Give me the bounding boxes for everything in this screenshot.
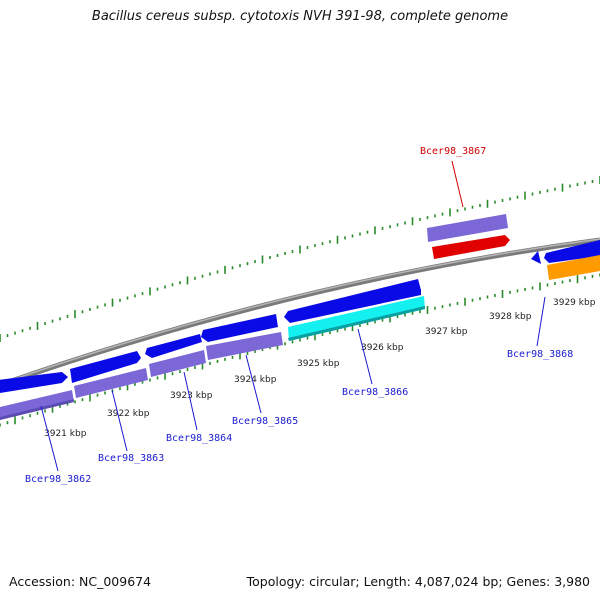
gene-label[interactable]: Bcer98_3868 [507, 349, 573, 360]
gene-label[interactable]: Bcer98_3867 [420, 146, 486, 157]
forward-strand-genes [0, 235, 600, 393]
gene-label[interactable]: Bcer98_3862 [25, 474, 91, 485]
gene-label[interactable]: Bcer98_3866 [342, 387, 408, 398]
gene-bcer98-3866-reverse[interactable] [288, 296, 425, 341]
reverse-strand-genes [0, 214, 600, 420]
gene-bcer98-3868-forward[interactable] [531, 251, 541, 264]
scale-label: 3922 kbp [107, 409, 150, 419]
accession-text: Accession: NC_009674 [9, 574, 152, 589]
gene-label-leaders [40, 160, 546, 472]
scale-label: 3925 kbp [297, 359, 340, 369]
scale-label: 3921 kbp [44, 429, 87, 439]
gene-leader-line [111, 389, 128, 452]
gene-bcer98-3863-reverse[interactable] [74, 368, 148, 398]
gene-label[interactable]: Bcer98_3863 [98, 453, 164, 464]
scale-label: 3926 kbp [361, 343, 404, 353]
scale-labels: 3921 kbp 3922 kbp 3923 kbp 3924 kbp 3925 kbp… [44, 298, 596, 439]
gene-leader-line [183, 371, 198, 431]
gene-bcer98-3864-forward[interactable] [145, 334, 202, 358]
gene-bcer98-3864-reverse[interactable] [149, 350, 206, 377]
gene-bcer98-3866-forward[interactable] [284, 279, 421, 323]
scale-label: 3924 kbp [234, 375, 277, 385]
gene-label[interactable]: Bcer98_3865 [232, 416, 298, 427]
scale-ticks-lower [0, 273, 600, 427]
gene-leader-line [40, 405, 59, 472]
gene-leader-line [357, 328, 373, 385]
genome-backbone-highlight [0, 238, 600, 385]
gene-bcer98-3865-reverse[interactable] [206, 332, 283, 360]
scale-ticks-upper [0, 176, 600, 342]
gene-leader-line [245, 354, 262, 414]
gene-bcer98-3865-forward[interactable] [201, 314, 278, 342]
gene-leader-line [536, 296, 546, 347]
genome-summary-text: Topology: circular; Length: 4,087,024 bp… [246, 574, 590, 589]
scale-label: 3928 kbp [489, 312, 532, 322]
gene-bcer98-3867-forward[interactable] [432, 235, 510, 259]
gene-bcer98-3867-reverse[interactable] [427, 214, 508, 242]
gene-leader-line [451, 160, 464, 208]
gene-shade-1 [0, 399, 74, 420]
map-title: Bacillus cereus subsp. cytotoxis NVH 391… [91, 9, 509, 24]
gene-bcer98-3862-forward[interactable] [0, 372, 68, 393]
scale-label: 3929 kbp [553, 298, 596, 308]
genome-backbone [0, 237, 600, 388]
gene-bcer98-3863-forward[interactable] [70, 351, 141, 383]
gene-label[interactable]: Bcer98_3864 [166, 433, 232, 444]
scale-label: 3923 kbp [170, 391, 213, 401]
gene-shade-2 [288, 306, 425, 341]
gene-labels: Bcer98_3862Bcer98_3863Bcer98_3864Bcer98_… [25, 146, 573, 485]
gene-next-reverse[interactable] [547, 255, 600, 280]
scale-label: 3927 kbp [425, 327, 468, 337]
gene-next-forward[interactable] [544, 240, 600, 263]
